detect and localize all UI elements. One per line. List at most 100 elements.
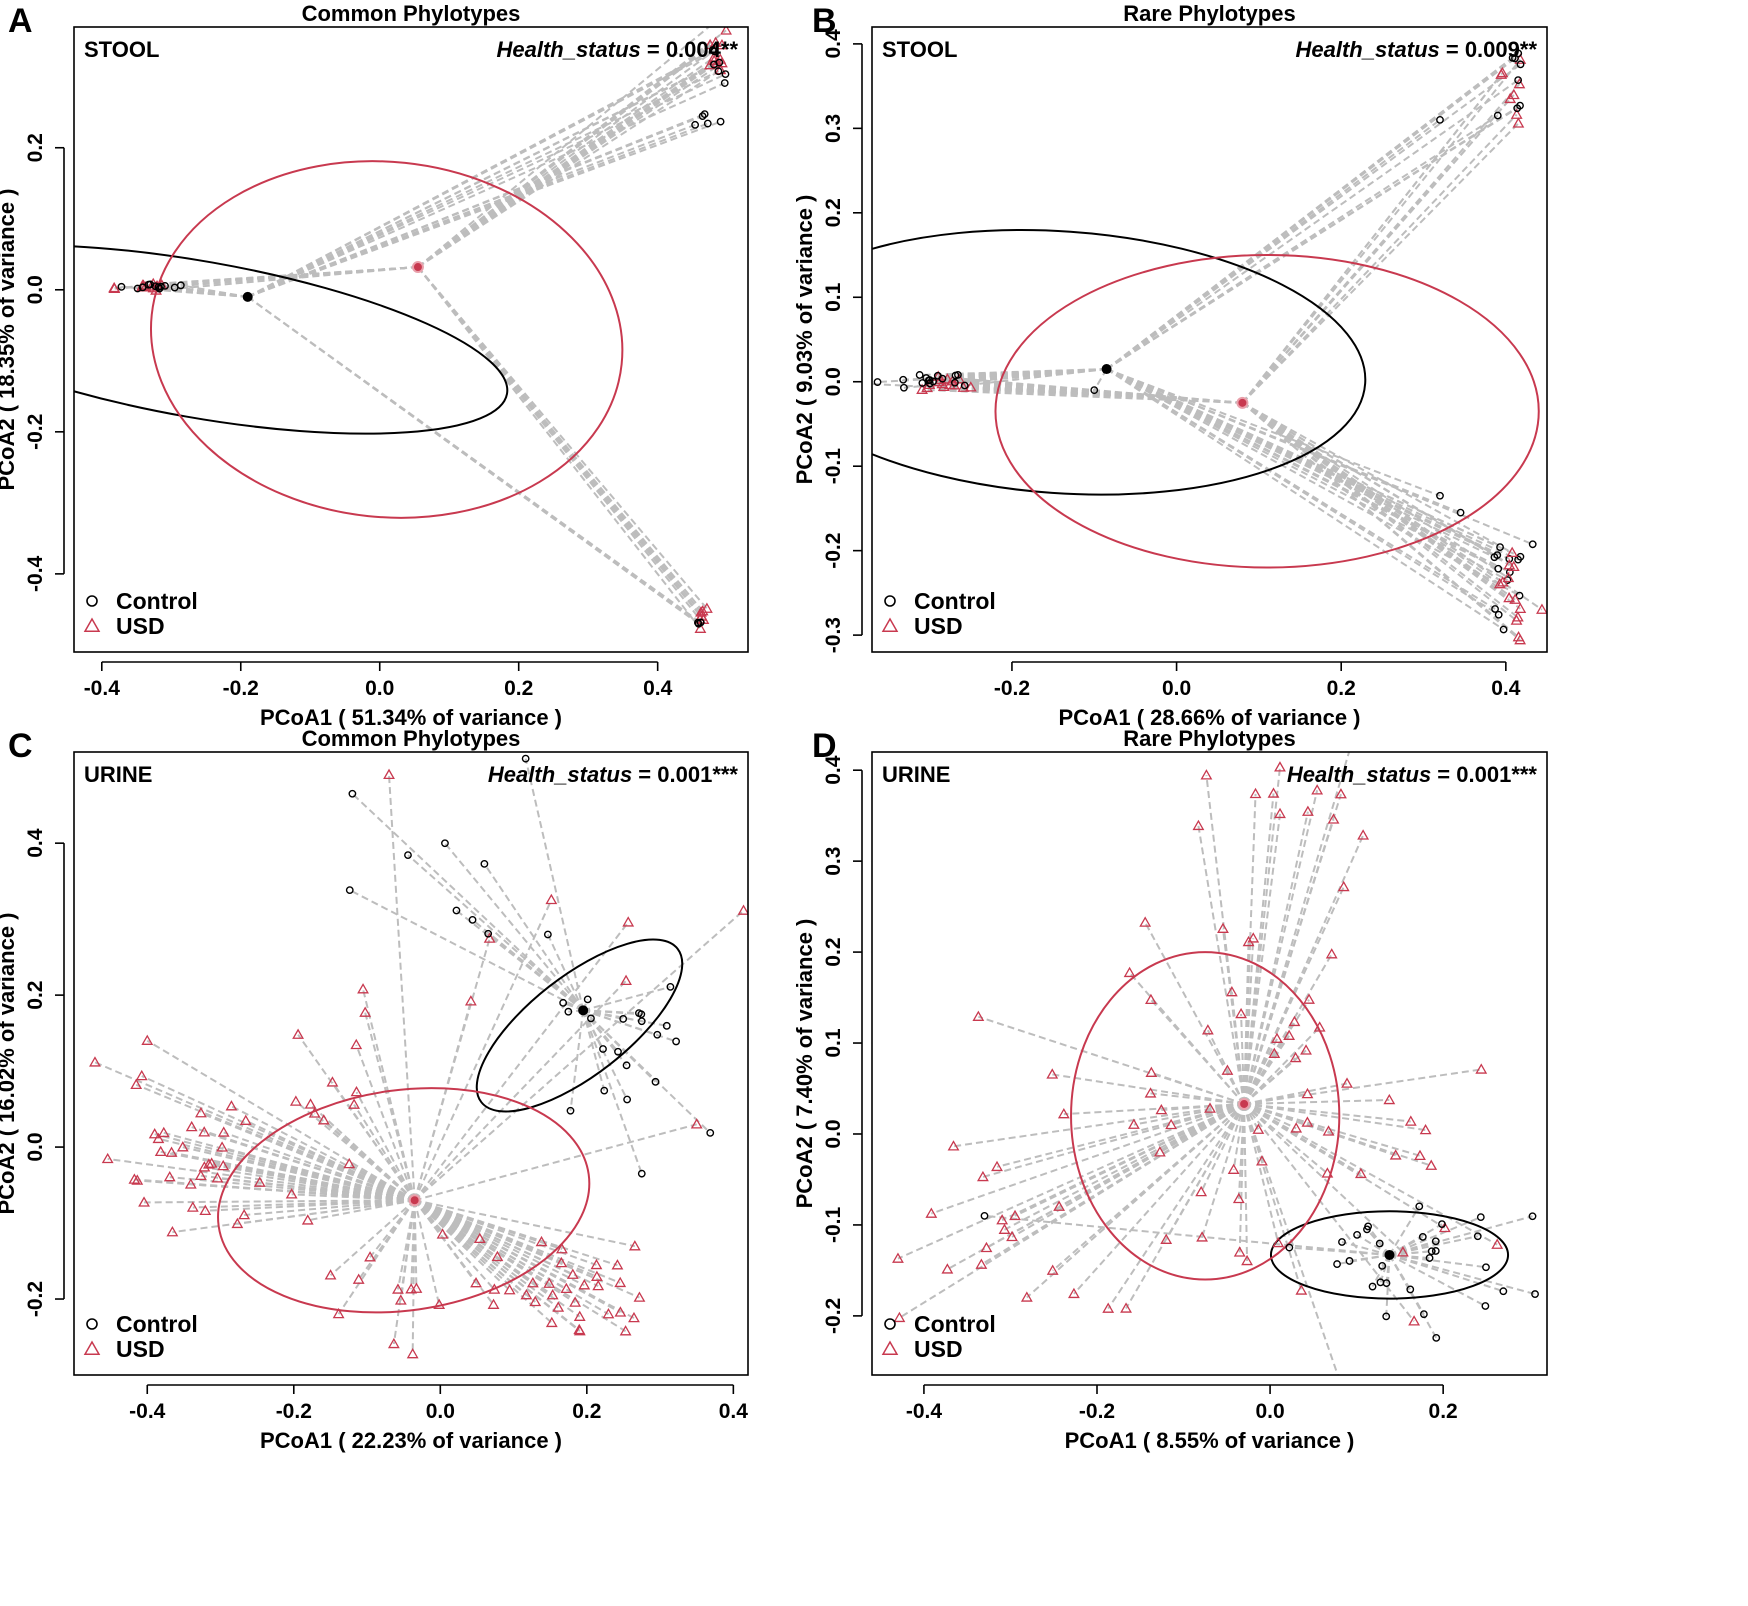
stat-term: Health_status (496, 37, 640, 62)
spider-line (1106, 368, 1441, 497)
x-tick-label: 0.2 (504, 677, 533, 700)
spider-line (1165, 1103, 1245, 1241)
control-point (441, 839, 449, 848)
usd-point (975, 1258, 988, 1269)
legend-usd-label: USD (116, 1336, 165, 1362)
y-tick-label: -0.1 (822, 1207, 845, 1244)
x-tick-label: 0.0 (365, 677, 394, 700)
spider-line (953, 1102, 1245, 1148)
y-tick-label: 0.1 (822, 282, 845, 312)
usd-point (1303, 993, 1315, 1004)
x-axis-title: PCoA1 ( 22.23% of variance ) (260, 1428, 562, 1453)
spider-line (1243, 793, 1257, 1105)
control-point (1516, 60, 1525, 69)
spider-line (247, 296, 699, 624)
spider-line (355, 1091, 416, 1201)
spider-line (1243, 1103, 1297, 1130)
usd-point (1144, 1087, 1157, 1098)
y-tick-label: -0.1 (822, 448, 845, 485)
plot-area (74, 27, 732, 633)
spider-line (1241, 113, 1518, 404)
control-centroid (578, 1005, 589, 1016)
usd-point (535, 1235, 548, 1247)
usd-point (1145, 993, 1157, 1005)
usd-point (1506, 546, 1519, 558)
usd-point (622, 916, 635, 927)
usd-centroid (411, 261, 424, 274)
spider-line (247, 73, 726, 298)
usd-point (1204, 1102, 1216, 1113)
spider-line (355, 1044, 416, 1201)
spider-line (407, 854, 584, 1012)
usd-point (1396, 1246, 1409, 1257)
control-point (1438, 1220, 1446, 1229)
spider-line (1389, 1253, 1536, 1296)
usd-point (1313, 1021, 1326, 1032)
spider-line (1241, 402, 1518, 622)
usd-point (491, 1250, 504, 1262)
spider-line (1389, 1254, 1486, 1307)
usd-point (1301, 1087, 1314, 1099)
control-point (900, 383, 908, 392)
usd-point (1200, 769, 1213, 780)
spider-line (146, 1039, 416, 1202)
control-point (1406, 1285, 1415, 1294)
spider-line (414, 1199, 640, 1299)
usd-point (1339, 1374, 1340, 1375)
panel-letter: D (812, 727, 837, 765)
usd-point (1274, 761, 1286, 772)
usd-point (716, 38, 728, 50)
spider-line (1241, 402, 1510, 599)
spider-line (413, 1199, 495, 1306)
control-point (1491, 605, 1499, 613)
spider-line (1011, 1103, 1245, 1238)
spider-line (1388, 1205, 1421, 1256)
spider-line (1388, 1254, 1425, 1315)
control-point (468, 915, 477, 924)
spider-line (414, 1199, 581, 1332)
usd-point (1274, 807, 1286, 819)
control-point (1419, 1310, 1428, 1319)
stat-annotation: Health_status = 0.009** (1295, 37, 1537, 62)
y-axis-title: PCoA2 ( 16.02% of variance ) (0, 912, 19, 1214)
usd-point (101, 1152, 114, 1164)
usd-point (410, 1282, 423, 1293)
spider-line (984, 1214, 1390, 1256)
spider-line (417, 44, 723, 268)
spider-line (1243, 1103, 1421, 1157)
usd-point (529, 1295, 542, 1307)
spider-line (582, 1009, 619, 1053)
x-axis-title: PCoA1 ( 51.34% of variance ) (260, 705, 562, 730)
usd-point (1507, 560, 1520, 572)
usd-point (326, 1076, 339, 1087)
usd-point (1414, 1149, 1426, 1161)
usd-point (138, 1196, 150, 1207)
panel-letter: A (8, 2, 33, 40)
spider-line (1241, 59, 1522, 404)
y-tick-label: 0.2 (822, 937, 845, 966)
spider-line (980, 1103, 1245, 1266)
spider-line (1243, 1026, 1321, 1105)
spider-line (1243, 1068, 1482, 1105)
control-point (1482, 1263, 1490, 1272)
legend-usd-marker (881, 1340, 899, 1355)
usd-point (1232, 1192, 1245, 1204)
usd-point (1341, 1077, 1353, 1088)
usd-point (211, 1172, 224, 1183)
spider-line (413, 1199, 496, 1291)
sample-label: STOOL (882, 37, 957, 62)
control-point (1528, 1212, 1537, 1221)
spider-line (413, 980, 627, 1201)
usd-point (620, 974, 632, 986)
spider-line (291, 1193, 415, 1202)
usd-point (1510, 108, 1523, 119)
usd-point (392, 1283, 404, 1294)
usd-point (186, 1201, 199, 1212)
usd-point (700, 602, 713, 613)
x-axis-title: PCoA1 ( 28.66% of variance ) (1058, 705, 1360, 730)
usd-point (714, 53, 727, 64)
spider-line (357, 1199, 416, 1281)
usd-point (350, 1085, 363, 1097)
legend-control-marker (884, 595, 896, 607)
spider-line (582, 985, 671, 1012)
